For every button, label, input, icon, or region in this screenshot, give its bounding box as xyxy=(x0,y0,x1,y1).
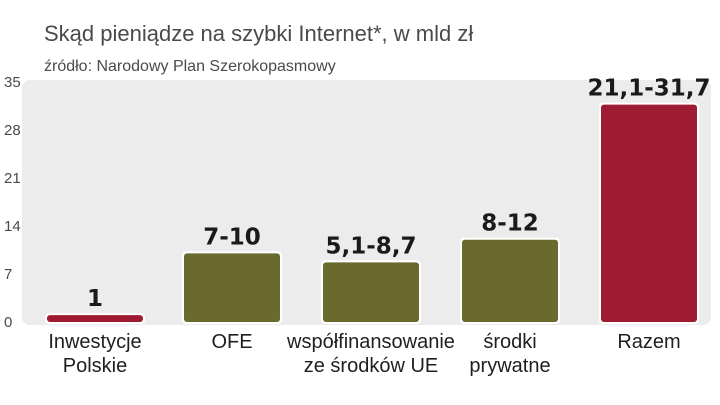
category-label: współfinansowanie xyxy=(286,331,455,353)
y-tick-label: 14 xyxy=(4,218,21,235)
bar xyxy=(323,262,419,322)
bar xyxy=(184,253,280,322)
category-label: OFE xyxy=(211,331,252,353)
bar xyxy=(601,104,697,322)
chart-subtitle: źródło: Narodowy Plan Szerokopasmowy xyxy=(44,58,336,75)
y-tick-label: 7 xyxy=(4,266,12,283)
bar-value-label: 21,1-31,7 xyxy=(587,76,710,102)
category-label: Polskie xyxy=(63,355,127,377)
value-labels: 1 7-10 5,1-8,7 8-12 21,1-31,7 xyxy=(87,76,711,313)
bars xyxy=(45,102,699,324)
y-tick-label: 28 xyxy=(4,122,21,139)
y-tick-label: 21 xyxy=(4,170,21,187)
y-tick-label: 0 xyxy=(4,314,12,331)
category-label: Razem xyxy=(617,331,680,353)
bar-value-label: 1 xyxy=(87,286,103,312)
bar-value-label: 8-12 xyxy=(481,211,539,237)
bar xyxy=(462,239,558,322)
bar-value-label: 5,1-8,7 xyxy=(325,233,416,259)
category-label: prywatne xyxy=(469,355,550,377)
category-label: ze środków UE xyxy=(304,355,439,377)
bar xyxy=(47,315,143,322)
category-label: środki xyxy=(483,331,536,353)
y-tick-label: 35 xyxy=(4,74,21,91)
chart-title: Skąd pieniądze na szybki Internet*, w ml… xyxy=(44,21,474,46)
y-axis-ticks: 0 7 14 21 28 35 xyxy=(4,74,21,331)
bar-value-label: 7-10 xyxy=(203,224,261,250)
category-label: Inwestycje xyxy=(48,331,141,353)
